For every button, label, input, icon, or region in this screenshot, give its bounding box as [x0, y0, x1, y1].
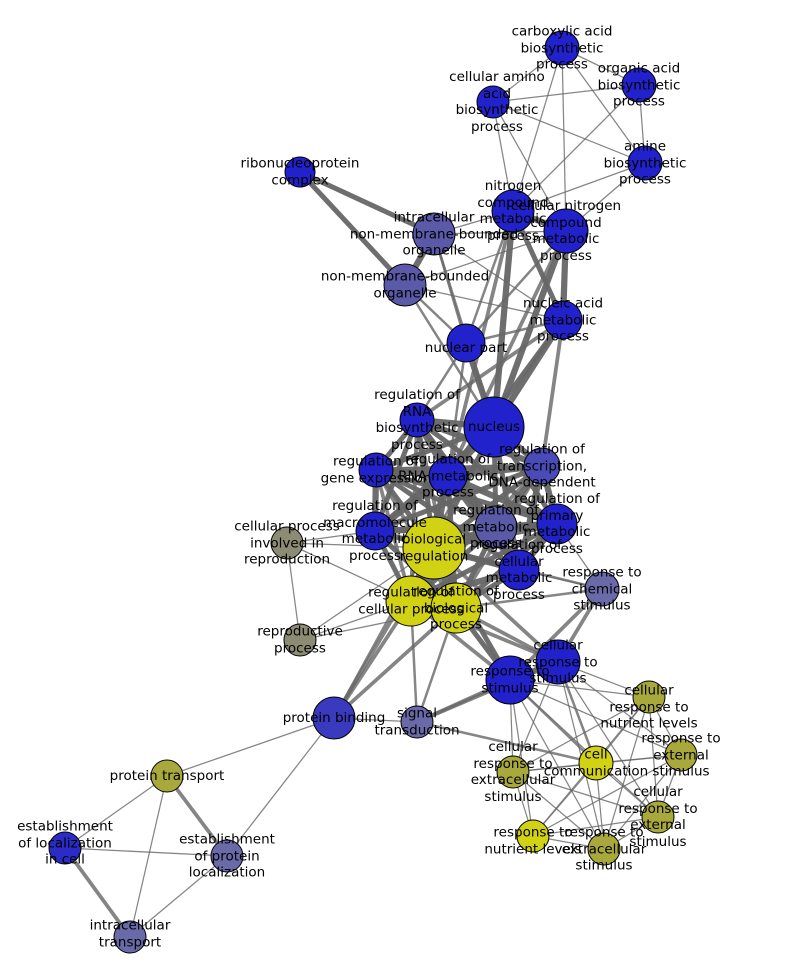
graph-edge	[297, 169, 408, 288]
graph-edge	[409, 418, 419, 603]
graph-edge	[603, 754, 682, 850]
graph-node-regulation-of-rna-biosynthetic-process[interactable]	[399, 402, 435, 438]
graph-node-cell-communication[interactable]	[578, 745, 614, 781]
graph-node-regulation-of-cellular-metabolic-process[interactable]	[498, 549, 540, 591]
edge-layer	[63, 47, 682, 939]
graph-edge	[464, 229, 568, 345]
graph-node-nitrogen-compound-metabolic-process[interactable]	[491, 189, 535, 233]
graph-node-protein-transport[interactable]	[150, 759, 184, 793]
graph-node-cellular-response-to-external-stimulus[interactable]	[641, 800, 675, 834]
graph-edge	[64, 775, 168, 849]
graph-node-response-to-extracellular-stimulus[interactable]	[587, 832, 621, 866]
graph-node-reproductive-process[interactable]	[283, 623, 317, 657]
graph-edge	[129, 775, 168, 938]
graph-node-regulation-of-cellular-process[interactable]	[385, 575, 437, 627]
graph-node-regulation-of-transcription-dna-dependent[interactable]	[523, 447, 561, 485]
graph-edge	[512, 47, 563, 212]
graph-node-intracellular-non-membrane-bounded-organelle[interactable]	[412, 212, 456, 256]
graph-node-regulation-of-gene-expression[interactable]	[358, 452, 394, 488]
graph-node-regulation-of-metabolic-process[interactable]	[474, 505, 518, 549]
graph-edge	[415, 720, 598, 765]
graph-node-response-to-chemical-stimulus[interactable]	[584, 571, 620, 607]
graph-edge	[532, 816, 659, 837]
graph-edge	[557, 661, 659, 818]
graph-edge	[492, 101, 567, 232]
graph-node-response-to-external-stimulus[interactable]	[664, 738, 698, 772]
graph-edge	[63, 846, 132, 939]
graph-node-cellular-response-to-extracellular-stimulus[interactable]	[496, 755, 530, 789]
graph-edge	[446, 341, 468, 478]
graph-node-regulation-of-macromolecule-metabolic-process[interactable]	[355, 511, 395, 551]
graph-edge	[373, 467, 499, 530]
graph-edge	[509, 679, 659, 818]
graph-edge	[166, 717, 335, 777]
graph-node-signal-transduction[interactable]	[400, 705, 434, 739]
graph-edge	[540, 318, 565, 468]
graph-edge	[512, 771, 605, 850]
graph-node-cellular-response-to-nutrient-levels[interactable]	[632, 680, 666, 714]
graph-node-intracellular-transport[interactable]	[113, 920, 147, 954]
graph-edge	[64, 847, 228, 857]
graph-edge	[433, 233, 564, 321]
graph-node-ribonucleoprotein-complex[interactable]	[284, 156, 316, 188]
graph-edge	[165, 774, 229, 858]
graph-edge	[372, 463, 545, 534]
graph-edge	[557, 661, 682, 756]
graph-node-regulation-of-rna-metabolic-process[interactable]	[428, 456, 468, 496]
graph-edge	[415, 318, 565, 422]
graph-node-carboxylic-acid-biosynthetic-process[interactable]	[544, 30, 580, 66]
graph-edge	[532, 754, 682, 837]
graph-edge	[512, 696, 650, 773]
graph-node-cellular-process-involved-in-reproduction[interactable]	[270, 526, 304, 560]
graph-edge	[561, 47, 646, 164]
graph-edge	[492, 84, 640, 103]
graph-node-establishment-of-protein-localization[interactable]	[210, 839, 244, 873]
graph-node-cellular-amino-acid-biosynthetic-process[interactable]	[476, 85, 510, 119]
graph-node-cellular-nitrogen-compound-metabolic-process[interactable]	[543, 208, 589, 254]
graph-edge	[512, 771, 659, 818]
graph-node-establishment-of-localization-in-cell[interactable]	[48, 831, 82, 865]
node-layer	[48, 30, 698, 954]
graph-edge	[561, 47, 567, 232]
graph-edge	[129, 855, 228, 938]
graph-edge	[404, 230, 567, 286]
graph-edge	[512, 84, 640, 212]
graph-node-response-to-nutrient-levels[interactable]	[516, 819, 550, 853]
graph-edge	[371, 520, 561, 535]
graph-edge	[492, 101, 646, 164]
graph-node-regulation-of-biological-process[interactable]	[430, 582, 482, 634]
graph-node-nucleic-acid-metabolic-process[interactable]	[543, 300, 583, 340]
graph-node-amine-biosynthetic-process[interactable]	[627, 145, 663, 181]
graph-node-nuclear-part[interactable]	[446, 323, 486, 363]
graph-edge	[373, 467, 560, 527]
graph-edge	[332, 606, 458, 720]
graph-edge	[226, 717, 335, 857]
graph-edge	[490, 207, 517, 431]
graph-node-regulation-of-primary-metabolic-process[interactable]	[536, 503, 578, 545]
graph-edge	[512, 162, 646, 212]
graph-node-non-membrane-bounded-organelle[interactable]	[383, 263, 427, 307]
graph-edge	[297, 169, 437, 237]
graph-node-nucleus[interactable]	[463, 396, 525, 458]
graph-node-response-to-stimulus[interactable]	[485, 655, 535, 705]
graph-node-organic-acid-biosynthetic-process[interactable]	[621, 67, 657, 103]
graph-node-biological-regulation[interactable]	[402, 516, 466, 580]
graph-edge	[404, 284, 564, 321]
graph-edge	[509, 679, 605, 850]
graph-edge	[415, 660, 560, 724]
graph-node-cellular-response-to-stimulus[interactable]	[535, 639, 581, 685]
graph-node-protein-binding[interactable]	[312, 696, 356, 740]
